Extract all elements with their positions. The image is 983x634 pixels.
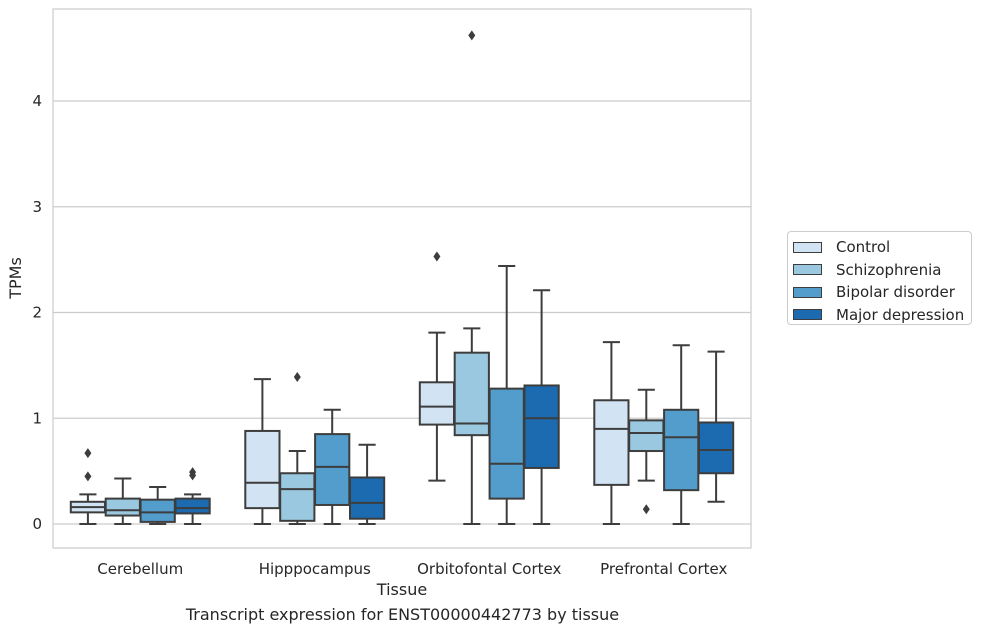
outlier-point bbox=[293, 372, 301, 383]
box bbox=[314, 408, 351, 525]
legend-label: Major depression bbox=[836, 305, 965, 324]
y-axis-ticks: 0 1 2 3 4 bbox=[32, 92, 42, 533]
legend-item: Control bbox=[788, 236, 971, 259]
box bbox=[139, 485, 176, 525]
x-axis-label: Tissue bbox=[376, 580, 427, 599]
outlier-point bbox=[84, 471, 92, 482]
box bbox=[488, 264, 525, 525]
legend-swatch bbox=[793, 264, 822, 276]
gridlines bbox=[53, 100, 751, 525]
box bbox=[418, 251, 456, 482]
outlier-point bbox=[468, 30, 476, 41]
box bbox=[244, 378, 281, 525]
legend-swatch bbox=[793, 309, 822, 321]
x-tick-label: Prefrontal Cortex bbox=[600, 560, 727, 578]
box-iqr bbox=[244, 429, 281, 510]
y-axis-label: TPMs bbox=[6, 257, 25, 300]
box bbox=[279, 372, 316, 525]
x-tick-label: Orbitofontal Cortex bbox=[417, 560, 561, 578]
outlier-point bbox=[189, 467, 197, 478]
box-iqr bbox=[488, 387, 525, 500]
x-tick-label: Cerebellum bbox=[97, 560, 183, 578]
y-tick-label: 2 bbox=[32, 304, 42, 322]
legend-item: Schizophrenia bbox=[788, 259, 971, 282]
box-iqr bbox=[104, 497, 141, 517]
box-iqr bbox=[697, 421, 735, 475]
legend: Control Schizophrenia Bipolar disorder Majo… bbox=[787, 231, 972, 325]
box-iqr bbox=[314, 433, 351, 506]
box-iqr bbox=[174, 497, 211, 515]
box-iqr bbox=[628, 419, 665, 453]
box-iqr bbox=[139, 498, 176, 523]
chart-caption: Transcript expression for ENST0000044277… bbox=[185, 605, 620, 624]
y-tick-label: 1 bbox=[32, 409, 42, 427]
box-iqr bbox=[663, 408, 700, 492]
box bbox=[104, 477, 141, 525]
legend-label: Schizophrenia bbox=[836, 260, 942, 279]
legend-swatch bbox=[793, 241, 822, 253]
legend-item: Major depression bbox=[788, 304, 971, 327]
box-groups bbox=[69, 30, 735, 525]
box-iqr bbox=[523, 384, 560, 469]
legend-swatch bbox=[793, 286, 822, 298]
y-tick-label: 3 bbox=[32, 198, 42, 216]
plot-frame bbox=[52, 8, 752, 549]
box-iqr bbox=[418, 381, 456, 426]
box-iqr bbox=[593, 399, 630, 486]
box bbox=[697, 350, 735, 503]
legend-item: Bipolar disorder bbox=[788, 281, 971, 304]
y-tick-label: 0 bbox=[32, 515, 42, 533]
x-axis-ticks: Cerebellum Hipppocampus Orbitofontal Corte… bbox=[97, 560, 727, 578]
x-tick-label: Hipppocampus bbox=[259, 560, 371, 578]
outlier-point bbox=[642, 504, 650, 515]
box bbox=[593, 341, 630, 525]
outlier-point bbox=[84, 448, 92, 459]
box bbox=[174, 467, 211, 525]
box-iqr bbox=[348, 476, 386, 520]
box bbox=[69, 448, 107, 525]
box-iqr bbox=[279, 472, 316, 522]
box bbox=[348, 443, 386, 525]
box bbox=[628, 388, 665, 515]
legend-label: Control bbox=[836, 238, 891, 257]
box bbox=[523, 289, 560, 525]
box bbox=[663, 344, 700, 525]
y-tick-label: 4 bbox=[32, 92, 42, 110]
legend-label: Bipolar disorder bbox=[836, 283, 955, 302]
outlier-point bbox=[433, 251, 441, 262]
box bbox=[453, 30, 490, 525]
